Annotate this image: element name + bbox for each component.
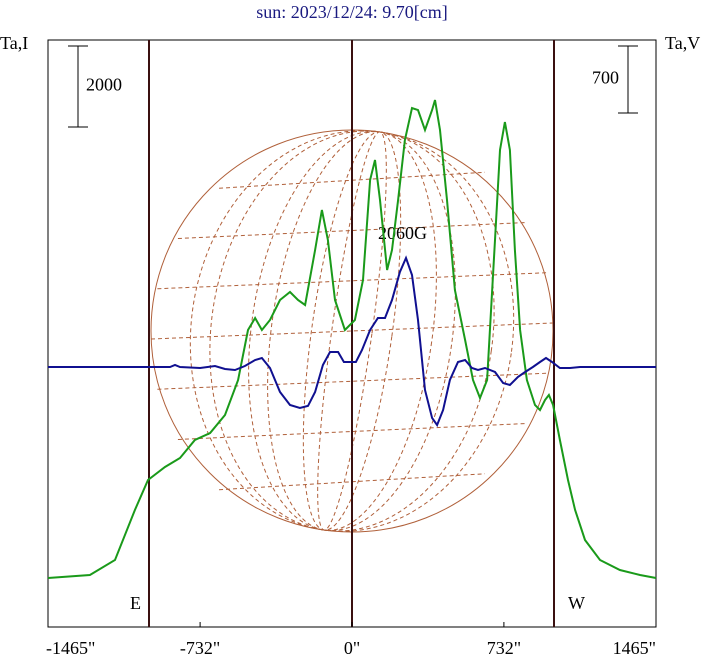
y2-axis-label: Ta,V [665, 33, 700, 53]
parallel [177, 423, 527, 440]
chart-title: sun: 2023/12/24: 9.70[cm] [256, 2, 448, 22]
parallel [157, 372, 547, 390]
scale-bar-label: 700 [592, 68, 619, 88]
x-tick-label: 0" [344, 638, 360, 658]
parallel [177, 222, 527, 239]
y-axis-label: Ta,I [0, 33, 28, 53]
data-line [47, 99, 657, 579]
meridian [209, 130, 495, 532]
annotation: 2060G [378, 223, 427, 243]
x-tick-label: 732" [487, 638, 521, 658]
parallel [157, 272, 547, 290]
annotation: E [130, 593, 141, 613]
x-tick-label: -732" [180, 638, 220, 658]
annotation: W [568, 593, 585, 613]
data-line [48, 255, 656, 428]
meridian [267, 131, 437, 531]
scale-bar-label: 2000 [86, 75, 122, 95]
x-tick-label: -1465" [46, 638, 95, 658]
x-tick-label: 1465" [613, 638, 656, 658]
